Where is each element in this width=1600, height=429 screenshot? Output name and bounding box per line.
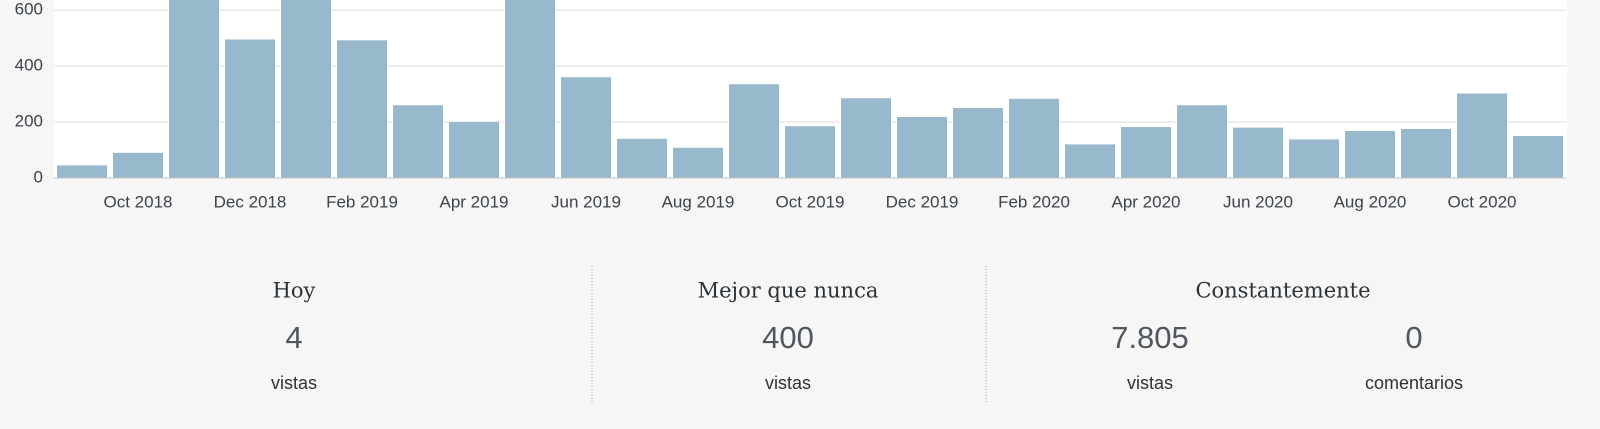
bar [1457, 93, 1507, 178]
bar [1345, 130, 1395, 178]
y-tick-label: 600 [15, 0, 43, 19]
bar [225, 39, 275, 178]
bar [281, 0, 331, 179]
bar [729, 84, 779, 178]
bar [113, 152, 163, 178]
stat-label: vistas [1127, 373, 1173, 393]
bar [897, 116, 947, 178]
stat-label: vistas [271, 373, 317, 393]
bar [1513, 136, 1563, 178]
x-tick-label: Jun 2020 [1223, 192, 1293, 211]
bar [1177, 105, 1227, 178]
bar [561, 77, 611, 178]
x-tick-label: Dec 2018 [214, 192, 287, 211]
x-tick-label: Oct 2020 [1448, 192, 1517, 211]
bar [841, 98, 891, 178]
stat-value: 4 [285, 320, 302, 355]
bar [953, 108, 1003, 178]
y-tick-label: 0 [34, 167, 43, 186]
stat-title: Constantemente [1195, 279, 1370, 303]
stat-title: Hoy [273, 279, 316, 303]
x-tick-label: Feb 2020 [998, 192, 1070, 211]
x-tick-label: Oct 2018 [104, 192, 173, 211]
x-tick-label: Aug 2020 [1334, 192, 1407, 211]
bar [785, 126, 835, 178]
bar [1121, 127, 1171, 178]
x-tick-label: Apr 2020 [1112, 192, 1181, 211]
bar [1233, 127, 1283, 178]
x-tick-label: Dec 2019 [886, 192, 959, 211]
bar [673, 147, 723, 178]
bar [617, 138, 667, 178]
bar [1289, 139, 1339, 178]
bar [1009, 98, 1059, 178]
x-tick-label: Apr 2019 [440, 192, 509, 211]
bar [393, 105, 443, 178]
bar [449, 122, 499, 178]
y-tick-label: 200 [15, 112, 43, 131]
stat-label: vistas [765, 373, 811, 393]
stat-value: 0 [1405, 320, 1422, 355]
bar [505, 0, 555, 179]
x-tick-label: Feb 2019 [326, 192, 398, 211]
stat-value: 7.805 [1111, 320, 1189, 355]
bar [57, 165, 107, 178]
bar [337, 40, 387, 179]
bar [1065, 144, 1115, 178]
y-tick-label: 400 [15, 56, 43, 75]
stat-title: Mejor que nunca [698, 279, 879, 303]
x-tick-label: Aug 2019 [662, 192, 735, 211]
stat-value: 400 [762, 320, 814, 355]
x-tick-label: Jun 2019 [551, 192, 621, 211]
x-tick-label: Oct 2019 [776, 192, 845, 211]
bar [1401, 129, 1451, 178]
stat-label: comentarios [1365, 373, 1463, 393]
bar [169, 0, 219, 178]
